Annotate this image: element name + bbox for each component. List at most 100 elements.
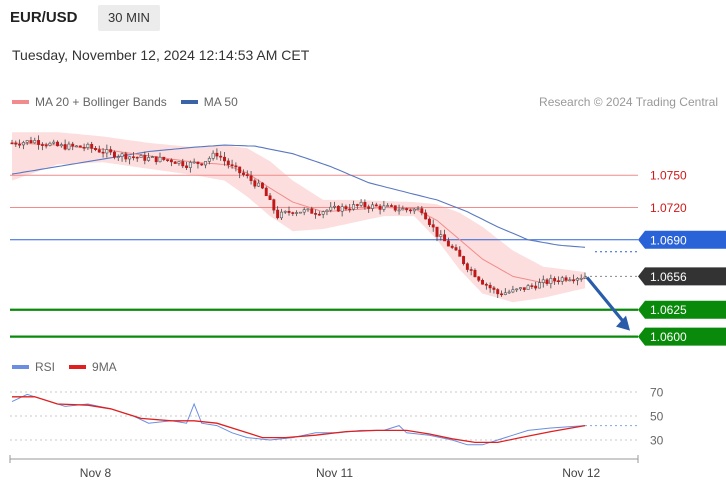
candle-125 [484,282,488,290]
candle-32 [131,152,135,161]
candle-58 [230,159,234,169]
candle-4 [25,140,29,146]
candle-86 [336,205,340,212]
candle-61 [242,169,245,177]
candle-88 [344,204,348,211]
legend-label-rsi: RSI [35,360,56,374]
level-label-1.0625: 1.0625 [650,303,687,317]
candle-96 [374,202,378,207]
candle-112 [435,226,439,242]
candle-114 [443,229,447,242]
levels-layer [10,174,638,338]
candle-67 [264,186,268,197]
candle-73 [287,206,291,216]
candle-19 [82,143,86,152]
candle-3 [21,140,25,150]
candle-103 [401,205,405,211]
candle-65 [257,179,261,187]
candle-140 [541,275,545,288]
candle-25 [105,144,109,158]
candle-126 [488,282,492,293]
legend-item-ma20: MA 20 + Bollinger Bands [12,95,167,109]
x-tick-nov-8: Nov 8 [80,466,112,480]
candle-118 [458,246,462,257]
candle-79 [310,206,314,214]
header-bar: EUR/USD 30 MIN [0,0,726,34]
candle-149 [575,277,579,286]
candle-53 [211,150,215,161]
candle-70 [276,206,280,220]
candle-40 [162,156,166,162]
candle-50 [200,163,204,166]
level-labels-layer: 1.0750 1.0720 1.0690 1.0656 1.0625 1.0600 [638,169,726,346]
candle-71 [279,208,283,220]
candle-42 [169,158,173,167]
symbol-label: EUR/USD [10,9,78,26]
candle-45 [181,158,185,169]
candle-38 [154,156,158,165]
candle-135 [522,287,526,293]
candle-82 [321,210,325,219]
timeframe-button[interactable]: 30 MIN [98,5,160,31]
candle-64 [253,178,257,189]
candle-74 [291,211,295,216]
candle-48 [192,158,196,164]
candle-63 [249,170,253,185]
candle-136 [526,283,530,290]
candle-9 [44,142,48,149]
candle-21 [90,141,94,153]
candle-139 [537,278,541,289]
candle-150 [579,274,583,282]
candle-7 [37,135,41,150]
candle-49 [196,161,200,169]
rsi-layer: 30 50 70 [10,386,664,448]
copyright-text: Research © 2024 Trading Central [539,95,718,109]
candle-5 [29,136,33,144]
legend-swatch-ma20 [12,100,29,104]
candle-130 [503,288,507,296]
candle-97 [378,204,382,215]
candle-146 [564,275,568,283]
price-legend: MA 20 + Bollinger Bands MA 50 [12,95,252,109]
candle-81 [317,211,321,216]
level-tag-1.0690 [638,230,726,249]
candle-95 [371,201,374,212]
projection-arrow [585,276,627,325]
candle-33 [135,156,139,162]
level-label-1.0656: 1.0656 [650,270,687,284]
candle-1 [14,140,18,147]
level-label-1.0720: 1.0720 [650,201,687,215]
candle-131 [507,289,511,294]
candle-107 [416,205,420,210]
candle-44 [177,161,181,166]
legend-swatch-9ma [69,365,87,369]
candle-110 [427,217,431,227]
candle-36 [147,152,151,162]
candle-6 [33,137,37,144]
candle-10 [48,141,52,147]
projection-arrow-head [616,315,630,331]
candle-92 [359,199,363,208]
candle-37 [150,155,154,158]
candle-16 [71,141,75,151]
candle-128 [496,288,500,299]
x-tick-nov-11: Nov 11 [316,466,353,480]
candle-34 [139,153,143,158]
candle-116 [450,244,454,250]
candle-69 [272,198,276,214]
candle-39 [158,152,162,163]
ma50-line [11,144,586,248]
candle-18 [78,145,82,148]
candle-52 [207,156,211,165]
candle-12 [56,140,60,147]
rsi-series-9ma [12,396,586,444]
x-tick-nov-12: Nov 12 [562,466,600,480]
candle-91 [355,203,359,210]
level-label-1.0750: 1.0750 [650,169,687,183]
candle-117 [454,244,458,251]
legend-label-ma20: MA 20 + Bollinger Bands [35,95,167,109]
bollinger-layer [12,132,585,303]
level-label-1.0690: 1.0690 [650,233,687,247]
candle-151 [583,272,587,279]
